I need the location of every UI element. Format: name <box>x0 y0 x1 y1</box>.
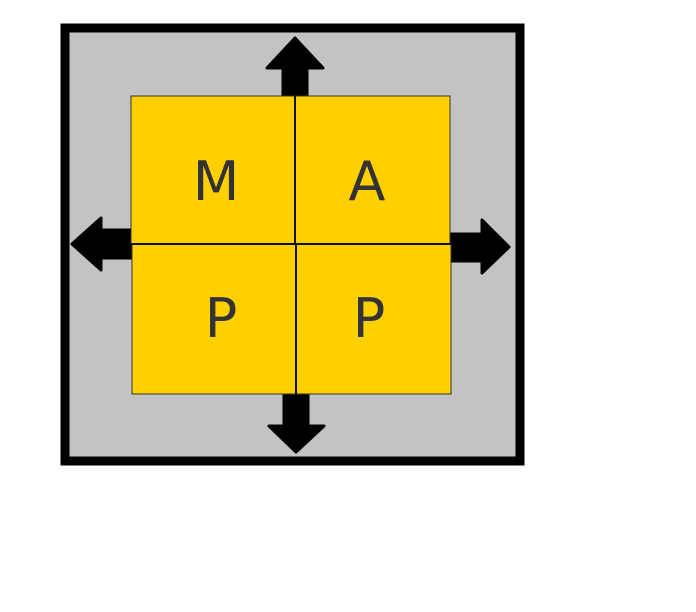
tile-letter-p-right: P <box>353 287 386 350</box>
tile-letter-p-left: P <box>205 287 238 350</box>
tile-letter-a: A <box>349 150 386 213</box>
tile-letter-m: M <box>193 150 240 213</box>
arrow-left-icon <box>70 216 133 272</box>
tile-grid <box>130 95 452 395</box>
tile-top-left <box>130 95 296 245</box>
tile-bottom-left <box>131 243 297 395</box>
arrow-right-icon <box>449 218 511 275</box>
arrow-down-icon <box>267 393 326 454</box>
tile-top-right <box>294 95 451 245</box>
arrow-up-icon <box>265 36 325 99</box>
